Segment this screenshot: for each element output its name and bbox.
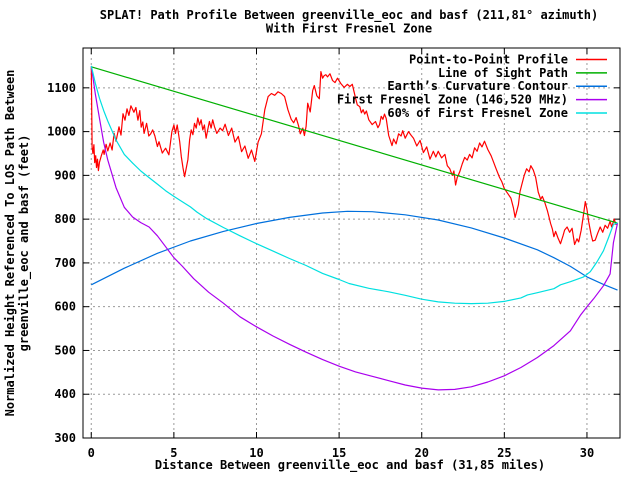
y-tick-label-300: 300 [54, 431, 76, 445]
y-tick-label-700: 700 [54, 256, 76, 270]
legend-label-fresnel-60: 60% of First Fresnel Zone [387, 106, 568, 120]
y-axis-label-line1: Normalized Height Referenced To LOS Path… [3, 70, 17, 417]
legend-label-earth-curvature: Earth’s Curvature Contour [387, 79, 568, 93]
y-tick-label-900: 900 [54, 168, 76, 182]
x-tick-label-5: 5 [170, 446, 177, 460]
x-tick-label-30: 30 [580, 446, 594, 460]
x-tick-label-0: 0 [88, 446, 95, 460]
y-tick-label-500: 500 [54, 343, 76, 357]
x-tick-label-20: 20 [414, 446, 428, 460]
series-line-fresnel-60 [90, 65, 618, 305]
y-tick-label-600: 600 [54, 300, 76, 314]
x-tick-label-10: 10 [249, 446, 263, 460]
legend-label-first-fresnel: First Fresnel Zone (146,520 MHz) [337, 93, 568, 107]
y-tick-label-800: 800 [54, 212, 76, 226]
chart-title-line2: With First Fresnel Zone [266, 22, 432, 36]
series-line-first-fresnel [90, 65, 619, 391]
y-tick-label-400: 400 [54, 387, 76, 401]
series-line-profile [90, 66, 618, 246]
y-tick-label-1000: 1000 [47, 125, 76, 139]
chart-layers: 0 5 10 15 20 25 30 300 400 500 600 700 800 900 1000 110… [47, 47, 621, 460]
x-tick-label-25: 25 [497, 446, 511, 460]
plot-border [82, 47, 621, 439]
legend-label-profile: Point-to-Point Profile [409, 53, 568, 67]
legend-label-los: Line of Sight Path [438, 66, 568, 80]
series-line-los [91, 66, 618, 224]
x-tick-label-15: 15 [332, 446, 346, 460]
y-tick-label-1100: 1100 [47, 81, 76, 95]
x-axis-label: Distance Between greenville_eoc and basf… [155, 458, 545, 473]
y-axis-label-line2: greenville_eoc and basf (feet) [17, 135, 32, 352]
series-line-earth-curvature [91, 210, 618, 291]
chart-title-line1: SPLAT! Path Profile Between greenville_e… [100, 8, 599, 23]
